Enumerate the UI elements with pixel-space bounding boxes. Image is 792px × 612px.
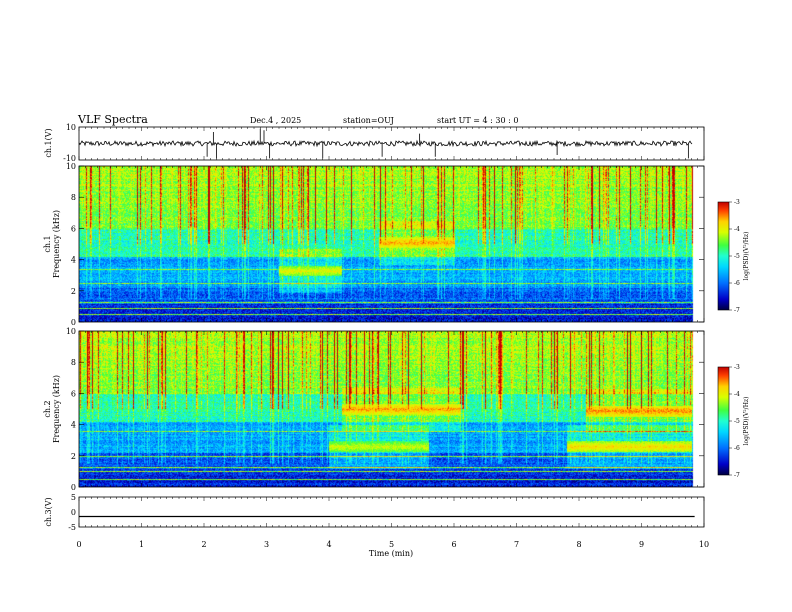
ch1-spectrogram-image (79, 166, 704, 322)
ch1-colorbar-tick-label-0: -3 (734, 199, 740, 206)
ch1-spec-ytick-label-4: 8 (71, 193, 76, 202)
ch2-spectrogram-panel: 0 2 4 6 8 10 ch.2 Frequency (kHz) (43, 327, 705, 492)
ch3-ytick-top: 5 (71, 493, 76, 502)
ch1-waveform-panel: 10 -10 ch.1(V) (44, 123, 705, 163)
ch1-spectrogram-panel: 0 2 4 6 8 10 ch.1 Frequency (kHz) (43, 162, 705, 327)
ch2-colorbar: -3 -4 -5 -6 -7 log(PSD)(V²/Hz) (717, 364, 750, 479)
ch2-colorbar-tick-label-2: -5 (734, 418, 740, 425)
x-tick-label-6: 6 (451, 540, 456, 549)
ch2-spec-ytick-label-5: 10 (66, 327, 76, 336)
ch3-ylabel: ch.3(V) (44, 497, 53, 526)
ch2-colorbar-tick-label-3: -6 (734, 445, 740, 452)
figure-title: VLF Spectra (77, 113, 148, 126)
ch1-spec-ylabel-channel: ch.1 (43, 235, 52, 252)
x-axis-ticks (78, 127, 705, 527)
x-tick-label-9: 9 (639, 540, 644, 549)
ch3-waveform-panel: 5 0 -5 ch.3(V) (44, 493, 705, 532)
ch1-ylabel: ch.1(V) (44, 128, 53, 157)
ch2-spec-ytick-label-2: 4 (71, 421, 76, 430)
ch1-spec-ytick-label-3: 6 (71, 224, 76, 233)
ch1-colorbar-scale (717, 201, 730, 311)
x-axis-tick-labels: 0 1 2 3 4 5 6 7 8 9 10 (76, 540, 709, 549)
ch2-spec-ylabel-frequency: Frequency (kHz) (52, 375, 61, 443)
ch1-colorbar-tick-label-4: -7 (734, 307, 740, 314)
ch2-colorbar-label: log(PSD)(V²/Hz) (743, 397, 750, 446)
station-label: station=OUJ (343, 116, 394, 125)
ch1-colorbar-tick-label-3: -6 (734, 280, 740, 287)
ch2-spec-ytick-label-1: 2 (71, 452, 76, 461)
ch2-spec-ylabel-channel: ch.2 (43, 400, 52, 417)
ch1-ytick-top: 10 (66, 123, 76, 132)
date-label: Dec.4 , 2025 (250, 116, 301, 125)
ch1-colorbar: -3 -4 -5 -6 -7 log(PSD)(V²/Hz) (717, 199, 750, 314)
x-tick-label-7: 7 (514, 540, 519, 549)
ch2-spec-ytick-label-4: 8 (71, 358, 76, 367)
ch1-colorbar-label: log(PSD)(V²/Hz) (743, 232, 750, 281)
ch2-spec-ytick-label-0: 0 (71, 483, 76, 492)
ch3-ytick-bottom: -5 (68, 523, 76, 532)
x-axis-label: Time (min) (369, 549, 413, 558)
ch1-ytick-bottom: -10 (63, 154, 76, 163)
ch1-spec-ytick-label-0: 0 (71, 318, 76, 327)
x-tick-label-4: 4 (326, 540, 331, 549)
ch2-colorbar-scale (717, 366, 730, 476)
ch1-colorbar-tick-label-1: -4 (734, 226, 740, 233)
ch3-ytick-mid: 0 (71, 508, 76, 517)
x-tick-label-0: 0 (76, 540, 81, 549)
ch1-colorbar-tick-label-2: -5 (734, 253, 740, 260)
ch2-colorbar-tick-label-1: -4 (734, 391, 740, 398)
x-tick-label-2: 2 (201, 540, 206, 549)
x-tick-label-10: 10 (699, 540, 709, 549)
ch1-waveform-trace (78, 128, 693, 159)
x-tick-label-5: 5 (389, 540, 394, 549)
ch2-colorbar-tick-label-0: -3 (734, 364, 740, 371)
ch2-spec-ytick-label-3: 6 (71, 389, 76, 398)
x-tick-label-1: 1 (139, 540, 144, 549)
ch2-colorbar-tick-label-4: -7 (734, 472, 740, 479)
ch1-spec-ylabel-frequency: Frequency (kHz) (52, 210, 61, 278)
ch3-waveform-frame (78, 496, 705, 528)
ch1-spec-ytick-label-1: 2 (71, 287, 76, 296)
ch1-spec-ytick-label-2: 4 (71, 256, 76, 265)
ch2-spectrogram-image (79, 331, 704, 487)
start-ut-label: start UT = 4 : 30 : 0 (437, 116, 518, 125)
x-tick-label-3: 3 (264, 540, 269, 549)
x-tick-label-8: 8 (576, 540, 581, 549)
ch1-spec-ytick-label-5: 10 (66, 162, 76, 171)
